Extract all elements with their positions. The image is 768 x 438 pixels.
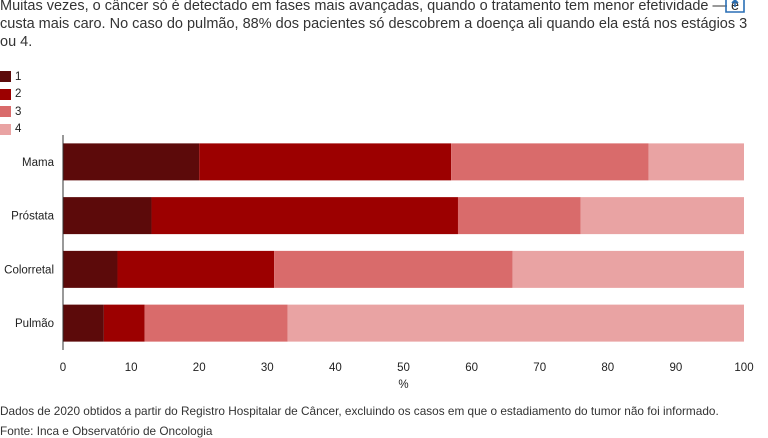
bar-segment-mama-stage-4 [648,143,744,181]
x-tick-label: 0 [60,362,66,374]
bar-segment-próstata-stage-3 [457,197,581,235]
bar-segment-pulmão-stage-3 [144,304,288,342]
bar-segment-mama-stage-3 [451,143,649,181]
bar-segment-colorretal-stage-3 [274,250,513,288]
legend-swatch [0,123,11,135]
bar-segment-pulmão-stage-4 [287,304,744,342]
legend-label: 4 [15,123,22,136]
stacked-bar-chart: Mama Próstata Colorretal Pulmão 0 10 20 30 40 50 6… [4,135,754,391]
bar-segment-pulmão-stage-1 [63,304,104,342]
chart-source: Fonte: Inca e Observatório de Oncologia [0,424,213,438]
legend-item-2: 2 [0,86,21,104]
category-label: Mama [22,157,55,169]
legend-item-1: 1 [0,68,21,86]
bar-segment-próstata-stage-4 [580,197,744,235]
legend-swatch [0,88,11,100]
bar-segment-pulmão-stage-2 [103,304,145,342]
bar-segment-colorretal-stage-2 [117,250,275,288]
x-tick-label: 50 [397,362,410,374]
legend-swatch [0,71,11,83]
bar-segment-próstata-stage-1 [63,197,152,235]
bar-segment-próstata-stage-2 [151,197,458,235]
bar-segment-mama-stage-2 [199,143,452,181]
legend-item-3: 3 [0,103,21,121]
legend-label: 1 [15,70,22,83]
x-tick-label: 30 [261,362,274,374]
x-tick-label: 40 [329,362,342,374]
chart-legend: 1 2 3 4 [0,68,21,138]
bar-segment-colorretal-stage-1 [63,250,118,288]
x-axis-label: % [398,379,408,391]
legend-label: 2 [15,88,22,101]
x-tick-label: 80 [601,362,614,374]
x-tick-label: 70 [533,362,546,374]
bar-segment-colorretal-stage-4 [512,250,744,288]
x-tick-label: 20 [193,362,206,374]
x-tick-label: 100 [734,362,753,374]
legend-item-4: 4 [0,121,21,139]
bar-segment-mama-stage-1 [63,143,200,181]
category-label: Colorretal [4,264,54,276]
x-tick-label: 10 [125,362,138,374]
share-icon[interactable] [724,0,746,14]
x-tick-label: 60 [465,362,478,374]
category-label: Pulmão [15,318,54,330]
legend-swatch [0,106,11,118]
x-tick-label: 90 [670,362,683,374]
category-label: Próstata [11,211,54,223]
legend-label: 3 [15,105,22,118]
intro-text: Muitas vezes, o câncer só é detectado em… [0,0,748,50]
chart-footnote: Dados de 2020 obtidos a partir do Regist… [0,404,719,418]
